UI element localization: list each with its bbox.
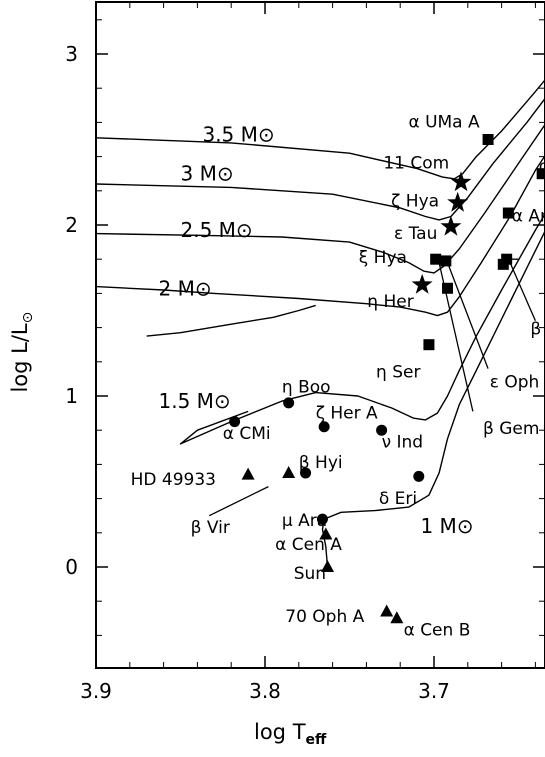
y-axis-title-text: log L/L: [7, 323, 32, 393]
track-label-2: 2.5 M⊙: [181, 218, 253, 242]
leader-line-4: [208, 486, 269, 517]
marker-square-8: [440, 255, 452, 267]
marker-square-5: [502, 207, 514, 219]
marker-square-12: [442, 282, 454, 294]
star-label-24: δ Eri: [379, 489, 417, 509]
x-tick-label-1: 3.8: [249, 679, 281, 703]
marker-circle-21: [300, 467, 312, 479]
track-label-0: 3.5 M⊙: [202, 122, 274, 146]
track-label-1: 3 M⊙: [181, 162, 234, 186]
marker-triangle-27: [319, 527, 333, 540]
marker-star-4: [447, 191, 469, 212]
leader-line-1: [509, 262, 536, 322]
marker-circle-26: [316, 513, 328, 525]
star-label-7: ξ Hya: [359, 248, 407, 268]
track-label-3: 2 M⊙: [159, 276, 212, 300]
y-tick-label-3: 3: [65, 42, 78, 66]
y-axis-title: log L/L⊙: [8, 292, 36, 412]
marker-circle-18: [229, 416, 241, 428]
marker-circle-19: [376, 424, 388, 436]
marker-square-10: [497, 258, 509, 270]
star-label-15: ε Oph: [490, 373, 540, 393]
star-label-14: η Ser: [376, 362, 420, 382]
marker-triangle-29: [380, 604, 394, 617]
track-line-6: [146, 304, 316, 337]
star-markers: [229, 134, 545, 624]
x-tick-label-2: 3.7: [418, 679, 450, 703]
star-label-6: ε Tau: [394, 224, 437, 244]
track-label-5: 1 M⊙: [420, 514, 473, 538]
x-tick-label-0: 3.9: [80, 679, 112, 703]
track-line-2: [96, 123, 545, 274]
marker-circle-17: [318, 421, 330, 433]
axis-ticks: 3.93.83.73.60123: [65, 2, 545, 703]
marker-triangle-22: [241, 467, 255, 480]
track-line-5: [321, 229, 545, 568]
star-label-21: β Hyi: [299, 453, 343, 473]
marker-triangle-28: [321, 560, 335, 572]
star-label-3: 11 Com: [383, 154, 449, 174]
marker-star-6: [440, 215, 462, 236]
y-axis-title-sym: ⊙: [20, 311, 37, 324]
star-label-13: β Oph: [530, 320, 545, 340]
marker-triangle-30: [390, 611, 404, 624]
track-line-0: [96, 78, 545, 180]
star-label-27: α Cen A: [275, 535, 342, 555]
y-tick-label-2: 2: [65, 213, 78, 237]
marker-circle-24: [413, 470, 425, 482]
star-label-16: η Boo: [282, 378, 331, 398]
y-tick-label-1: 1: [65, 384, 78, 408]
marker-circle-16: [283, 397, 295, 409]
star-label-20: β Gem: [483, 419, 539, 439]
star-label-5: α Ari: [512, 207, 545, 227]
marker-star-11: [411, 273, 433, 294]
star-label-4: ζ Hya: [391, 191, 439, 211]
star-label-29: 70 Oph A: [285, 607, 364, 627]
track-line-4: [179, 212, 545, 445]
track-line-1: [96, 97, 545, 221]
star-label-17: ζ Her A: [316, 403, 378, 423]
marker-square-2: [536, 168, 545, 180]
track-line-3: [96, 154, 545, 317]
marker-star-3: [450, 171, 472, 192]
star-label-30: α Cen B: [404, 621, 471, 641]
star-label-19: ν Ind: [382, 432, 423, 452]
star-label-18: α CMi: [223, 424, 271, 444]
marker-square-14: [423, 339, 435, 351]
x-axis-title-text: log T: [254, 720, 306, 744]
x-axis-title: log Teff: [254, 720, 326, 748]
star-label-22: HD 49933: [131, 470, 216, 490]
plot-frame: [95, 1, 545, 669]
star-label-1: α UMa A: [408, 113, 480, 133]
star-label-28: Sun: [294, 564, 326, 584]
star-label-2: α Boo: [539, 157, 545, 177]
marker-triangle-23: [282, 465, 296, 478]
marker-square-7: [430, 253, 442, 265]
leader-line-2: [446, 262, 489, 369]
y-tick-label-0: 0: [65, 555, 78, 579]
track-label-4: 1.5 M⊙: [159, 389, 231, 413]
x-axis-title-sub: eff: [305, 732, 327, 749]
marker-square-1: [482, 134, 494, 145]
star-label-26: μ Ara: [282, 511, 327, 531]
star-label-11: η Her: [367, 292, 413, 312]
star-label-25: β Vir: [191, 518, 230, 538]
